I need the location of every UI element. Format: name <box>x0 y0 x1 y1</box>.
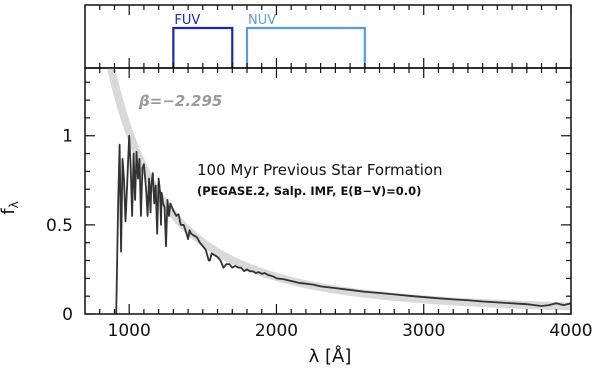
filter-label-nuv: NUV <box>248 13 276 28</box>
x-axis-label: λ [Å] <box>309 345 352 367</box>
x-tick-labels: 1000 2000 3000 4000 <box>108 321 593 341</box>
spectrum-panel: 1000 2000 3000 4000 00.51 β=−2.295 100 Myr … <box>0 67 593 367</box>
filter-panel: FUV NUV <box>84 4 572 69</box>
beta-annotation: β=−2.295 <box>138 92 222 110</box>
y-tick-label: 0.5 <box>46 216 73 236</box>
y-axis-label: fλ <box>0 201 21 214</box>
x-tick-label: 2000 <box>255 321 298 341</box>
y-tick-label: 1 <box>62 127 73 147</box>
filter-band-nuv <box>245 26 366 68</box>
filter-label-fuv: FUV <box>174 13 200 28</box>
x-tick-label: 4000 <box>549 321 592 341</box>
annotation-title: 100 Myr Previous Star Formation <box>197 161 443 179</box>
y-tick-labels: 00.51 <box>46 127 73 325</box>
filter-panel-ticks <box>99 5 572 68</box>
spectrum-panel-frame <box>84 67 572 315</box>
x-tick-label: 1000 <box>108 321 151 341</box>
y-tick-label: 0 <box>62 305 73 325</box>
filter-shapes: FUV NUV <box>172 13 366 68</box>
filter-panel-frame <box>84 4 572 69</box>
spectrum-line <box>115 134 571 314</box>
axis-ticks <box>85 68 572 315</box>
annotation-subtitle: (PEGASE.2, Salp. IMF, E(B−V)=0.0) <box>197 184 421 198</box>
filter-band-fuv <box>172 26 234 68</box>
x-tick-label: 3000 <box>402 321 445 341</box>
